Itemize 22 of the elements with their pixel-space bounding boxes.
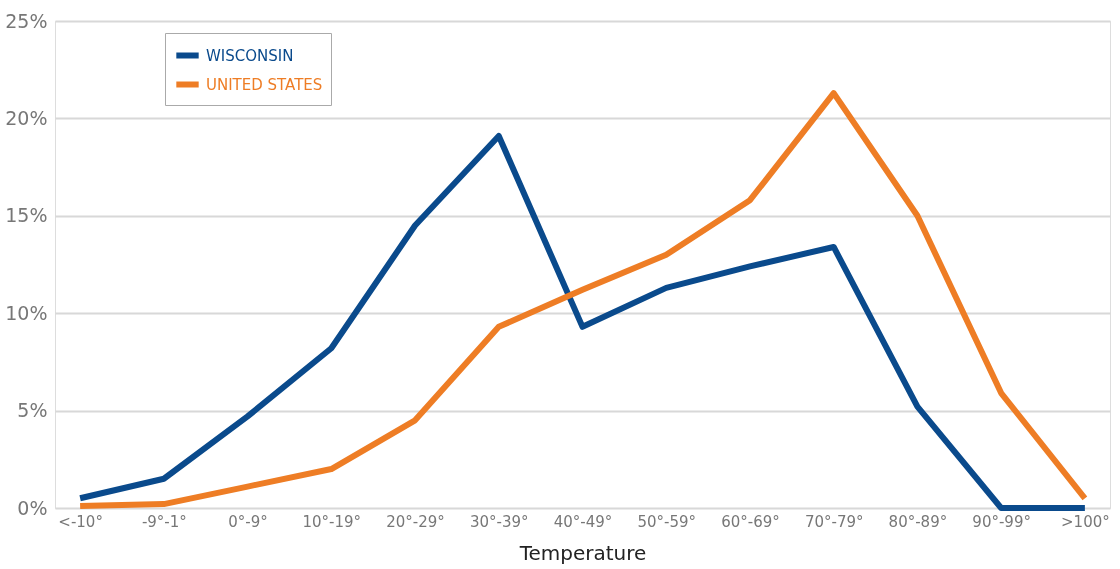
x-tick-label: 10°-19° (302, 512, 362, 531)
y-tick-label: 20% (5, 106, 48, 129)
x-tick-label: -9°-1° (141, 512, 187, 531)
y-tick-label: 10% (5, 301, 48, 324)
legend-label: UNITED STATES (206, 75, 323, 94)
x-tick-label: 90°-99° (972, 512, 1031, 531)
x-tick-label: 80°-89° (888, 512, 948, 531)
x-tick-label: 40°-49° (553, 512, 613, 531)
x-axis-title: Temperature (518, 540, 647, 565)
x-tick-label: 50°-59° (637, 512, 697, 531)
y-tick-label: 5% (17, 399, 48, 422)
y-tick-label: 15% (5, 204, 48, 227)
x-tick-label: >100° (1061, 512, 1110, 531)
y-tick-label: 25% (5, 9, 48, 32)
x-tick-label: 30°-39° (469, 512, 529, 531)
x-tick-label: 60°-69° (721, 512, 780, 531)
x-tick-label: 0°-9° (228, 512, 268, 531)
legend-label: WISCONSIN (206, 46, 294, 65)
x-tick-label: <-10° (58, 512, 103, 531)
x-tick-label: 20°-29° (386, 512, 445, 531)
y-tick-label: 0% (17, 496, 48, 519)
x-tick-label: 70°-79° (804, 512, 864, 531)
